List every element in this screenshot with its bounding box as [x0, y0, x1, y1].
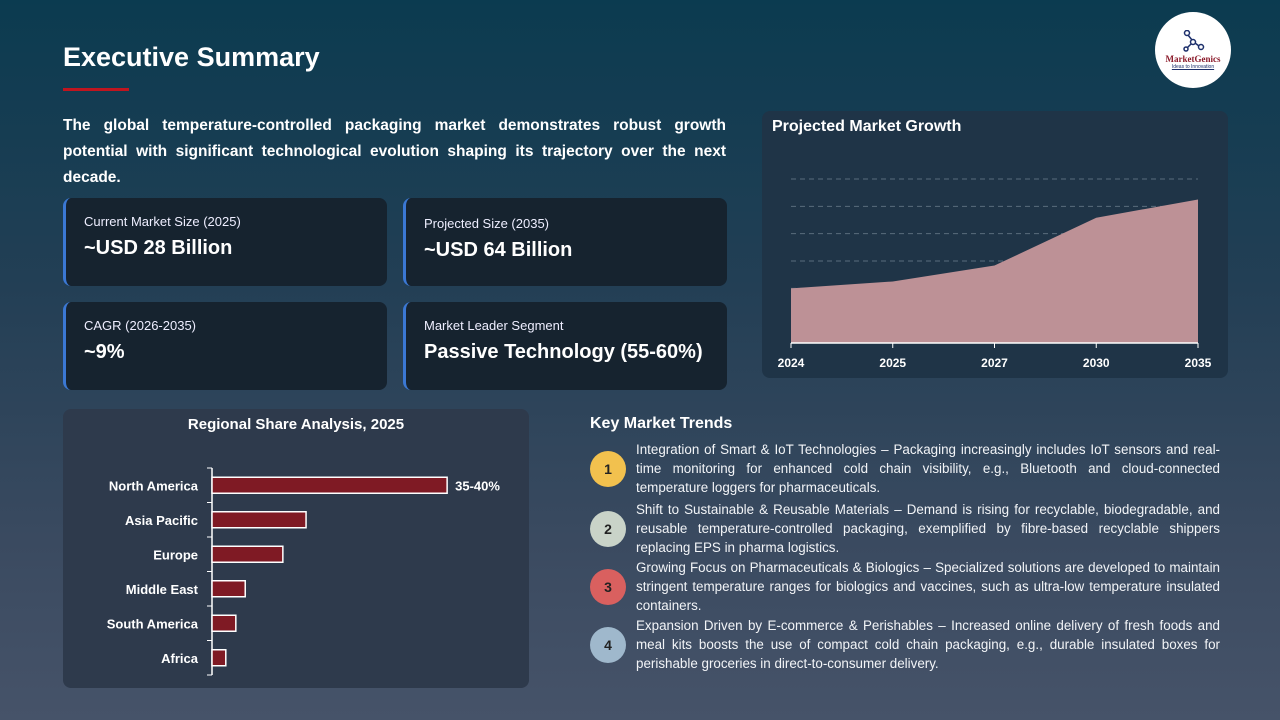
category-label: South America [107, 616, 199, 631]
chart-title: Regional Share Analysis, 2025 [187, 416, 405, 433]
page-title: Executive Summary [63, 42, 320, 72]
x-tick-label: 2035 [1185, 356, 1212, 370]
regional-chart-panel: Regional Share Analysis, 2025 North Amer… [63, 409, 529, 688]
chart-title: Projected Market Growth [772, 118, 962, 135]
x-tick-label: 2025 [879, 356, 906, 370]
trend-text: Growing Focus on Pharmaceuticals & Biolo… [636, 560, 1220, 613]
trend-number-badge: 2 [590, 510, 626, 547]
kpi-value: ~USD 64 Billion [424, 239, 573, 261]
area-chart: 2024 2025 2027 2030 2035 [778, 178, 1212, 370]
trends-title: Key Market Trends [590, 415, 733, 432]
bar [211, 614, 237, 632]
kpi-card-market-leader: Market Leader Segment Passive Technology… [403, 302, 727, 390]
kpi-card-cagr: CAGR (2026-2035) ~9% [63, 302, 387, 390]
category-label: Africa [161, 651, 199, 666]
title-underline [63, 88, 129, 91]
trend-item: 2 Shift to Sustainable & Reusable Materia… [590, 500, 1220, 557]
bar [211, 511, 307, 529]
category-label: Middle East [126, 582, 199, 597]
bar-chart: North America 35-40% Asia Pacific Europe Mid… [107, 467, 500, 676]
bar [211, 476, 448, 494]
category-label: Asia Pacific [125, 513, 198, 528]
trend-item: 3 Growing Focus on Pharmaceuticals & Biol… [590, 558, 1220, 615]
kpi-card-projected-size: Projected Size (2035) ~USD 64 Billion [403, 198, 727, 286]
trend-item: 1 Integration of Smart & IoT Technologies… [590, 440, 1220, 497]
bar [211, 580, 246, 598]
area-series [791, 199, 1198, 343]
kpi-label: CAGR (2026-2035) [84, 318, 196, 333]
intro-text: The global temperature-controlled packag… [63, 117, 726, 186]
trend-number-badge: 4 [590, 626, 626, 663]
kpi-label: Current Market Size (2025) [84, 214, 241, 229]
x-tick-label: 2030 [1083, 356, 1110, 370]
x-tick-label: 2024 [778, 356, 805, 370]
kpi-label: Projected Size (2035) [424, 216, 550, 231]
data-label: 35-40% [455, 478, 500, 493]
kpi-value: ~USD 28 Billion [84, 237, 233, 259]
molecule-network-icon [1183, 30, 1205, 52]
category-label: Europe [153, 547, 198, 562]
trend-text: Expansion Driven by E-commerce & Perisha… [636, 618, 1220, 671]
growth-chart-panel: Projected Market Growth 2024 2025 2027 2030… [762, 111, 1228, 378]
trend-text: Integration of Smart & IoT Technologies … [636, 442, 1220, 495]
logo: MarketGenics Ideas to Innovation [1155, 12, 1231, 88]
logo-tagline: Ideas to Innovation [1171, 64, 1215, 70]
bar [211, 545, 284, 563]
kpi-value: ~9% [84, 341, 125, 363]
trend-text: Shift to Sustainable & Reusable Material… [636, 502, 1220, 555]
category-label: North America [109, 478, 199, 493]
kpi-label: Market Leader Segment [424, 318, 564, 333]
logo-name: MarketGenics [1165, 54, 1221, 64]
trend-number-badge: 3 [590, 568, 626, 605]
bar [211, 649, 227, 667]
x-tick-label: 2027 [981, 356, 1008, 370]
kpi-value: Passive Technology (55-60%) [424, 341, 703, 363]
trend-number-badge: 1 [590, 450, 626, 487]
kpi-card-current-size: Current Market Size (2025) ~USD 28 Billi… [63, 198, 387, 286]
trend-item: 4 Expansion Driven by E-commerce & Perish… [590, 616, 1220, 673]
